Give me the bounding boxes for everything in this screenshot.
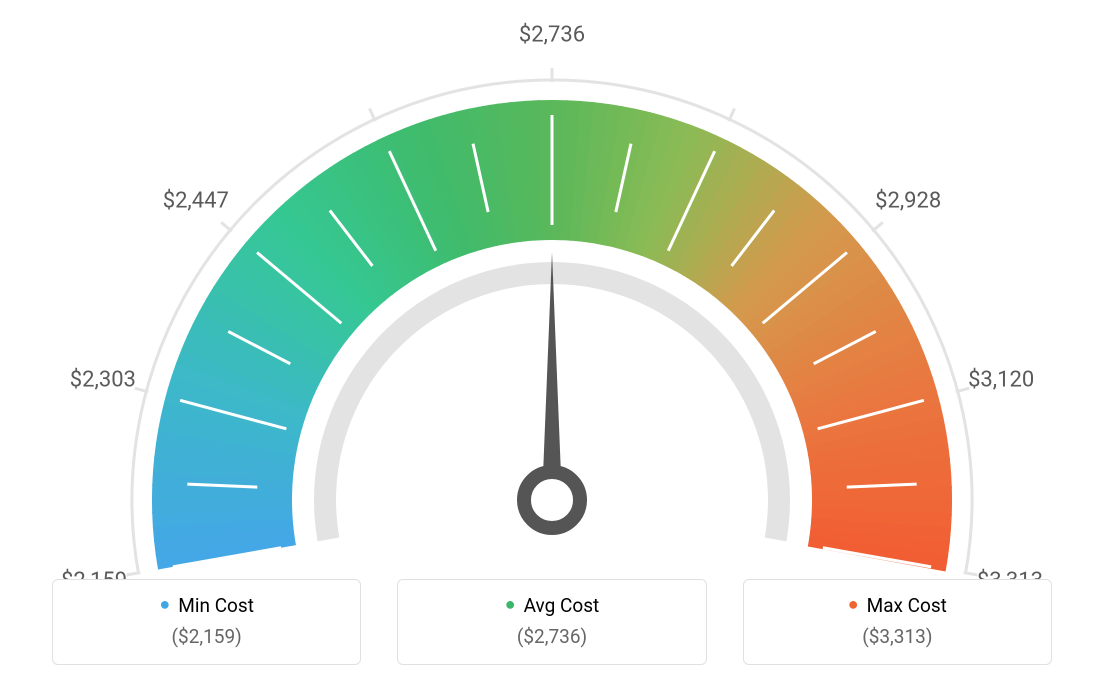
gauge-tick-label: $3,120 — [968, 367, 1034, 392]
legend-min-value: ($2,159) — [63, 625, 350, 648]
legend-avg-label: ● Avg Cost — [505, 594, 600, 617]
dot-icon: ● — [848, 596, 859, 614]
legend-avg-text: Avg Cost — [524, 594, 600, 617]
gauge-tick-label: $2,736 — [519, 23, 585, 48]
legend-min-label: ● Min Cost — [159, 594, 254, 617]
legend-max-label: ● Max Cost — [848, 594, 947, 617]
legend-card-avg: ● Avg Cost ($2,736) — [397, 579, 706, 665]
gauge-tick-label: $2,447 — [163, 189, 229, 214]
gauge-svg — [22, 20, 1082, 580]
dot-icon: ● — [505, 596, 516, 614]
cost-gauge: $2,159$2,303$2,447$2,736$2,928$3,120$3,3… — [22, 20, 1082, 580]
legend-card-min: ● Min Cost ($2,159) — [52, 579, 361, 665]
legend-min-text: Min Cost — [178, 594, 254, 617]
legend-max-text: Max Cost — [867, 594, 947, 617]
legend-max-value: ($3,313) — [754, 625, 1041, 648]
legend-card-max: ● Max Cost ($3,313) — [743, 579, 1052, 665]
gauge-tick-label: $2,303 — [70, 367, 136, 392]
legend-avg-value: ($2,736) — [408, 625, 695, 648]
legend-row: ● Min Cost ($2,159) ● Avg Cost ($2,736) … — [52, 579, 1052, 665]
gauge-tick-label: $2,928 — [875, 189, 941, 214]
dot-icon: ● — [159, 596, 170, 614]
